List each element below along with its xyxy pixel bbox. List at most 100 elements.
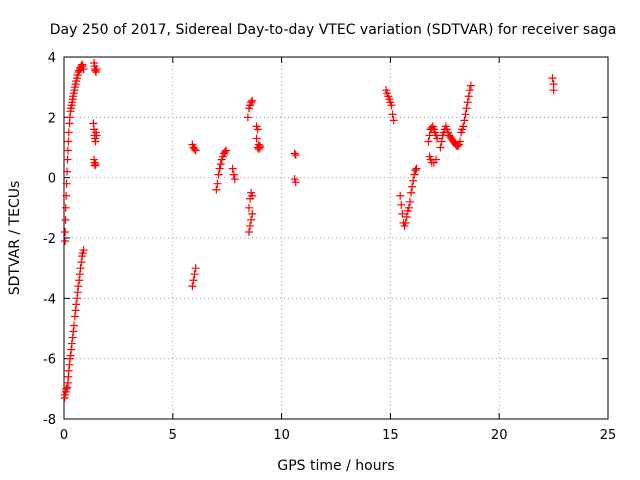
- data-point: [91, 160, 100, 169]
- x-axis-title: GPS time / hours: [277, 458, 394, 474]
- data-point: [433, 134, 442, 143]
- x-tick-label: 25: [600, 428, 617, 443]
- data-point: [191, 264, 200, 273]
- data-point: [73, 288, 82, 297]
- y-axis: -8 -6 -4 -2 0 2 4: [43, 51, 608, 428]
- data-point: [79, 246, 88, 255]
- data-point: [437, 137, 446, 146]
- chart-title: Day 250 of 2017, Sidereal Day-to-day VTE…: [50, 22, 617, 38]
- data-point: [462, 104, 471, 113]
- x-tick-label: 0: [60, 428, 68, 443]
- data-point: [409, 176, 418, 185]
- data-point: [290, 149, 299, 158]
- y-tick-label: -2: [43, 232, 56, 247]
- data-point: [461, 110, 470, 119]
- x-tick-label: 5: [169, 428, 177, 443]
- data-point: [253, 125, 262, 134]
- data-point: [424, 137, 433, 146]
- y-axis-title: SDTVAR / TECUs: [7, 181, 23, 296]
- data-point: [291, 178, 300, 187]
- data-point: [78, 60, 87, 69]
- data-point: [410, 170, 419, 179]
- data-point: [255, 141, 264, 150]
- data-point: [549, 86, 558, 95]
- y-tick-label: 4: [48, 51, 56, 66]
- data-point: [69, 327, 78, 336]
- data-point: [68, 333, 77, 342]
- data-point: [402, 212, 411, 221]
- data-point: [75, 276, 84, 285]
- data-point: [65, 113, 74, 122]
- data-point: [92, 65, 101, 74]
- x-tick-label: 15: [382, 428, 399, 443]
- data-point: [398, 209, 407, 218]
- data-point: [244, 227, 253, 236]
- data-point: [389, 116, 398, 125]
- data-point: [247, 98, 256, 107]
- data-point: [246, 221, 255, 230]
- data-point: [248, 96, 257, 105]
- data-point: [388, 110, 397, 119]
- data-point: [67, 339, 76, 348]
- data-point: [248, 209, 257, 218]
- data-point: [216, 160, 225, 169]
- y-tick-label: -6: [43, 353, 56, 368]
- data-point: [465, 86, 474, 95]
- data-point: [222, 146, 231, 155]
- data-point: [61, 227, 70, 236]
- data-point: [456, 137, 465, 146]
- data-point: [91, 137, 100, 146]
- data-point: [63, 167, 72, 176]
- data-point: [61, 237, 70, 246]
- data-point: [70, 321, 79, 330]
- data-point: [404, 203, 413, 212]
- data-point: [401, 218, 410, 227]
- data-point: [463, 98, 472, 107]
- data-point: [436, 143, 445, 152]
- data-point: [411, 166, 420, 175]
- data-point: [189, 276, 198, 285]
- data-point: [75, 270, 84, 279]
- data-point: [387, 101, 396, 110]
- data-point: [67, 345, 76, 354]
- data-point: [70, 312, 79, 321]
- x-axis: 0 5 10 15 20 25: [60, 57, 616, 443]
- data-point: [188, 282, 197, 291]
- y-tick-label: 2: [48, 111, 56, 126]
- data-point: [77, 258, 86, 267]
- data-point: [408, 182, 417, 191]
- data-point: [247, 215, 256, 224]
- data-point: [62, 179, 71, 188]
- data-point: [79, 65, 88, 74]
- data-point: [62, 384, 71, 393]
- data-point: [92, 131, 101, 140]
- data-point: [460, 116, 469, 125]
- data-points: [60, 59, 558, 402]
- data-point: [73, 294, 82, 303]
- data-point: [74, 282, 83, 291]
- data-point: [248, 191, 257, 200]
- data-point: [244, 203, 253, 212]
- data-point: [76, 264, 85, 273]
- data-point: [466, 81, 475, 90]
- data-point: [61, 203, 70, 212]
- data-point: [66, 351, 75, 360]
- data-point: [212, 185, 221, 194]
- data-point: [229, 170, 238, 179]
- data-point: [243, 113, 252, 122]
- data-point: [396, 191, 405, 200]
- data-point: [72, 300, 81, 309]
- data-point: [61, 215, 70, 224]
- y-tick-label: -4: [43, 292, 56, 307]
- data-point: [62, 191, 71, 200]
- y-tick-label: -8: [43, 413, 56, 428]
- y-tick-label: 0: [48, 172, 56, 187]
- data-point: [214, 170, 223, 179]
- data-point: [432, 155, 441, 164]
- data-point: [548, 74, 557, 83]
- data-point: [291, 151, 300, 160]
- data-point: [459, 122, 468, 131]
- data-point: [90, 161, 99, 170]
- x-tick-label: 20: [491, 428, 508, 443]
